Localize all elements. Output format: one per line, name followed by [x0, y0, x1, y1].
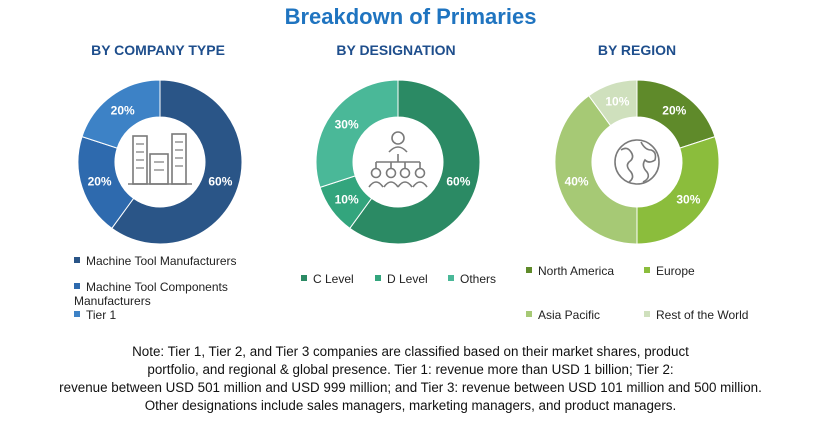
legend-item: Rest of the World — [644, 308, 748, 322]
data-label: 10% — [605, 95, 629, 109]
legend-label: C Level — [313, 272, 354, 286]
data-label: 60% — [446, 175, 470, 189]
legend-item: North America — [526, 264, 614, 278]
legend-label: Tier 1 — [86, 308, 117, 322]
data-label: 60% — [208, 175, 232, 189]
donut-company-type: 60% 20% 20% — [77, 79, 243, 245]
legend-item: Tier 1 — [74, 308, 116, 322]
legend-item: Machine Tool Manufacturers — [74, 254, 237, 268]
donut-region: 20% 30% 40% 10% — [554, 79, 720, 245]
legend-label: Machine Tool Components Manufacturers — [74, 280, 228, 308]
legend-item: D Level — [375, 272, 428, 286]
legend-label: Asia Pacific — [538, 308, 601, 322]
legend-item: Asia Pacific — [526, 308, 600, 322]
page-title: Breakdown of Primaries — [284, 4, 537, 29]
chart-title-region: BY REGION — [597, 42, 677, 58]
legend-swatch — [448, 275, 454, 281]
legend-swatch — [74, 283, 80, 289]
note-line-1: Note: Tier 1, Tier 2, and Tier 3 compani… — [132, 344, 689, 359]
slice-tier-1 — [81, 79, 161, 149]
note-line-2: portfolio, and regional & global presenc… — [147, 362, 674, 377]
legend-label: North America — [538, 264, 615, 278]
chart-title-designation: BY DESIGNATION — [336, 42, 456, 58]
legend-item: Machine Tool Components Manufacturers — [74, 280, 254, 308]
legend-item: Others — [448, 272, 496, 286]
note-line-3: revenue between USD 501 million and USD … — [59, 380, 762, 395]
legend-label: D Level — [387, 272, 428, 286]
legend-label: Others — [460, 272, 497, 286]
legend-swatch — [526, 311, 532, 317]
slice-c-level — [349, 79, 481, 245]
data-label: 20% — [662, 104, 686, 118]
data-label: 10% — [335, 192, 359, 206]
data-label: 30% — [676, 192, 700, 206]
note: Note: Tier 1, Tier 2, and Tier 3 compani… — [0, 343, 821, 415]
legend-item: Europe — [644, 264, 695, 278]
data-label: 40% — [565, 175, 589, 189]
legend-swatch — [644, 311, 650, 317]
slice-europe — [636, 136, 720, 245]
donut-designation: 60% 10% 30% — [315, 79, 481, 245]
data-label: 20% — [111, 104, 135, 118]
chart-title-company-type: BY COMPANY TYPE — [91, 42, 225, 58]
slice-rest-of-the-world — [588, 79, 638, 127]
note-line-4: Other designations include sales manager… — [144, 398, 677, 413]
legend-label: Rest of the World — [656, 308, 749, 322]
legend-swatch — [301, 275, 307, 281]
slice-others — [315, 79, 399, 188]
buildings-icon — [128, 133, 192, 185]
org-chart-icon — [368, 131, 428, 188]
slice-asia-pacific — [554, 94, 638, 245]
data-label: 30% — [335, 118, 359, 132]
globe-icon — [614, 139, 660, 185]
legend-swatch — [526, 267, 532, 273]
legend-swatch — [644, 267, 650, 273]
legend-item: C Level — [301, 272, 354, 286]
legend-swatch — [74, 311, 80, 317]
data-label: 20% — [88, 175, 112, 189]
legend-label: Machine Tool Manufacturers — [86, 254, 237, 268]
legend-swatch — [74, 257, 80, 263]
legend-swatch — [375, 275, 381, 281]
slice-machine-tool-manufacturers — [111, 79, 243, 245]
legend-label: Europe — [656, 264, 695, 278]
